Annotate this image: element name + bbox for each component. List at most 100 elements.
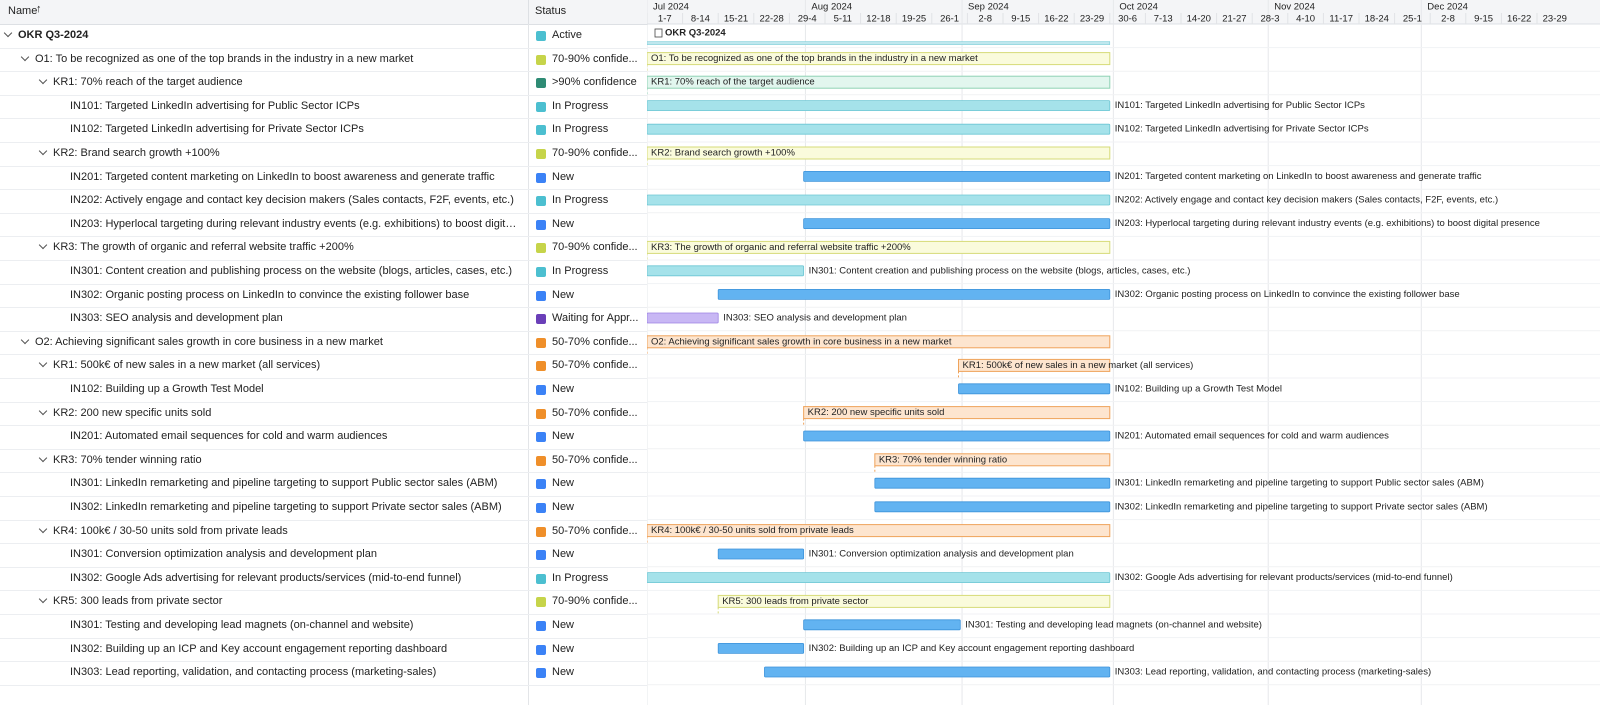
status-label: 70-90% confide... xyxy=(552,241,638,254)
table-row[interactable] xyxy=(0,213,647,238)
table-row[interactable] xyxy=(0,284,647,309)
week-label: 16-22 xyxy=(1044,14,1068,25)
task-bar xyxy=(647,123,1111,135)
week-label: 19-25 xyxy=(902,14,926,25)
row-name: KR2: Brand search growth +100% xyxy=(53,147,220,159)
table-row[interactable] xyxy=(0,48,647,73)
table-row[interactable] xyxy=(0,425,647,450)
table-row[interactable] xyxy=(0,142,647,167)
week-label: 8-14 xyxy=(691,14,710,25)
table-row[interactable] xyxy=(0,472,647,497)
status-icon xyxy=(536,455,546,466)
timeline: Jul 2024 Aug 2024 Sep 2024 Oct 2024 Nov 2024… xyxy=(647,0,1600,705)
row-name: KR3: The growth of organic and referral … xyxy=(53,241,354,254)
row-name: O2: Achieving significant sales growth i… xyxy=(35,335,383,348)
table-row[interactable] xyxy=(0,402,647,427)
row-name: KR3: 70% tender winning ratio xyxy=(53,453,202,466)
table-row[interactable] xyxy=(0,71,647,96)
status-icon xyxy=(536,668,546,679)
status-label: New xyxy=(552,548,575,561)
bar-label: IN302: Building up an ICP and Key accoun… xyxy=(809,643,1135,654)
table-row[interactable] xyxy=(0,661,647,686)
task-bar xyxy=(647,265,805,277)
status-label: In Progress xyxy=(552,194,609,207)
table-row[interactable] xyxy=(0,24,647,49)
status-icon xyxy=(536,31,546,41)
status-icon xyxy=(536,573,546,584)
table-row[interactable] xyxy=(0,236,647,261)
status-label: New xyxy=(552,170,575,183)
month-label: Sep 2024 xyxy=(968,2,1009,13)
row-name: IN303: SEO analysis and development plan xyxy=(70,312,283,325)
status-header[interactable]: Status xyxy=(528,0,648,25)
week-label: 29-4 xyxy=(798,14,817,25)
table-row[interactable] xyxy=(0,118,647,143)
bar-label: KR2: 200 new specific units sold xyxy=(808,407,945,418)
week-label: 9-15 xyxy=(1011,14,1030,25)
week-label: 12-18 xyxy=(866,14,890,25)
status-icon xyxy=(536,290,546,301)
table-row[interactable] xyxy=(0,614,647,639)
table-row[interactable] xyxy=(0,166,647,191)
bar-label: IN202: Actively engage and contact key d… xyxy=(1115,195,1498,206)
task-bar xyxy=(717,288,1111,300)
status-label: New xyxy=(552,217,575,230)
status-icon xyxy=(536,479,546,490)
group-bar xyxy=(874,453,1111,467)
name-header[interactable]: Name ↑ xyxy=(0,0,528,25)
table-row[interactable] xyxy=(0,331,647,356)
status-label: 50-70% confide... xyxy=(552,359,638,372)
group-bar xyxy=(647,240,1111,254)
task-bar xyxy=(874,477,1111,489)
status-icon xyxy=(536,597,546,608)
task-bar xyxy=(803,430,1111,442)
row-name: IN302: LinkedIn remarketing and pipeline… xyxy=(70,501,502,513)
status-icon xyxy=(536,101,546,112)
status-icon xyxy=(536,125,546,136)
row-name: IN201: Automated email sequences for col… xyxy=(70,430,388,443)
table-row[interactable] xyxy=(0,189,647,214)
bar-label: IN102: Targeted LinkedIn advertising for… xyxy=(1115,124,1369,135)
table-row[interactable] xyxy=(0,260,647,285)
status-label: New xyxy=(552,642,575,655)
table-row[interactable] xyxy=(0,496,647,521)
status-label: New xyxy=(552,666,575,679)
week-label: 4-10 xyxy=(1296,14,1315,25)
table-row[interactable] xyxy=(0,520,647,545)
status-icon xyxy=(536,621,546,631)
row-name: IN301: Testing and developing lead magne… xyxy=(70,619,414,631)
table-row[interactable] xyxy=(0,543,647,568)
status-icon xyxy=(536,54,546,65)
bar-label: IN102: Building up a Growth Test Model xyxy=(1115,383,1282,394)
bar-label: KR4: 100k€ / 30-50 units sold from priva… xyxy=(651,525,854,536)
table-row[interactable] xyxy=(0,449,647,474)
bar-label: IN302: Google Ads advertising for releva… xyxy=(1115,572,1453,583)
status-label: New xyxy=(552,383,575,395)
week-label: 25-1 xyxy=(1403,14,1422,25)
status-icon xyxy=(536,172,546,183)
row-name: KR2: 200 new specific units sold xyxy=(53,406,212,419)
month-label: Aug 2024 xyxy=(811,2,852,13)
table-row[interactable] xyxy=(0,638,647,663)
bar-label: O1: To be recognized as one of the top b… xyxy=(651,53,978,64)
task-bar xyxy=(874,501,1111,513)
status-label: New xyxy=(552,477,575,490)
bar-label: IN301: LinkedIn remarketing and pipeline… xyxy=(1115,478,1484,489)
table-row[interactable] xyxy=(0,590,647,615)
status-icon xyxy=(536,385,546,395)
week-label: 11-17 xyxy=(1329,14,1353,25)
group-bar xyxy=(647,75,1111,89)
group-bar xyxy=(803,406,1111,420)
table-row[interactable] xyxy=(0,378,647,403)
task-bar xyxy=(647,572,1111,583)
month-label: Oct 2024 xyxy=(1119,2,1158,13)
status-icon xyxy=(536,503,546,513)
status-label: New xyxy=(552,619,575,631)
table-row[interactable] xyxy=(0,307,647,332)
task-bar xyxy=(717,643,805,654)
table-row[interactable] xyxy=(0,567,647,592)
bar-label: IN303: SEO analysis and development plan xyxy=(723,313,907,324)
table-row[interactable] xyxy=(0,354,647,379)
row-name: KR4: 100k€ / 30-50 units sold from priva… xyxy=(53,524,288,537)
table-row[interactable] xyxy=(0,95,647,120)
